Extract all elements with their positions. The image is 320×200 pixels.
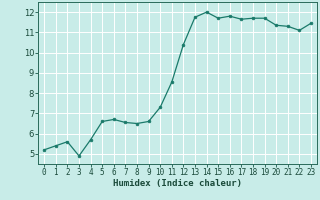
- X-axis label: Humidex (Indice chaleur): Humidex (Indice chaleur): [113, 179, 242, 188]
